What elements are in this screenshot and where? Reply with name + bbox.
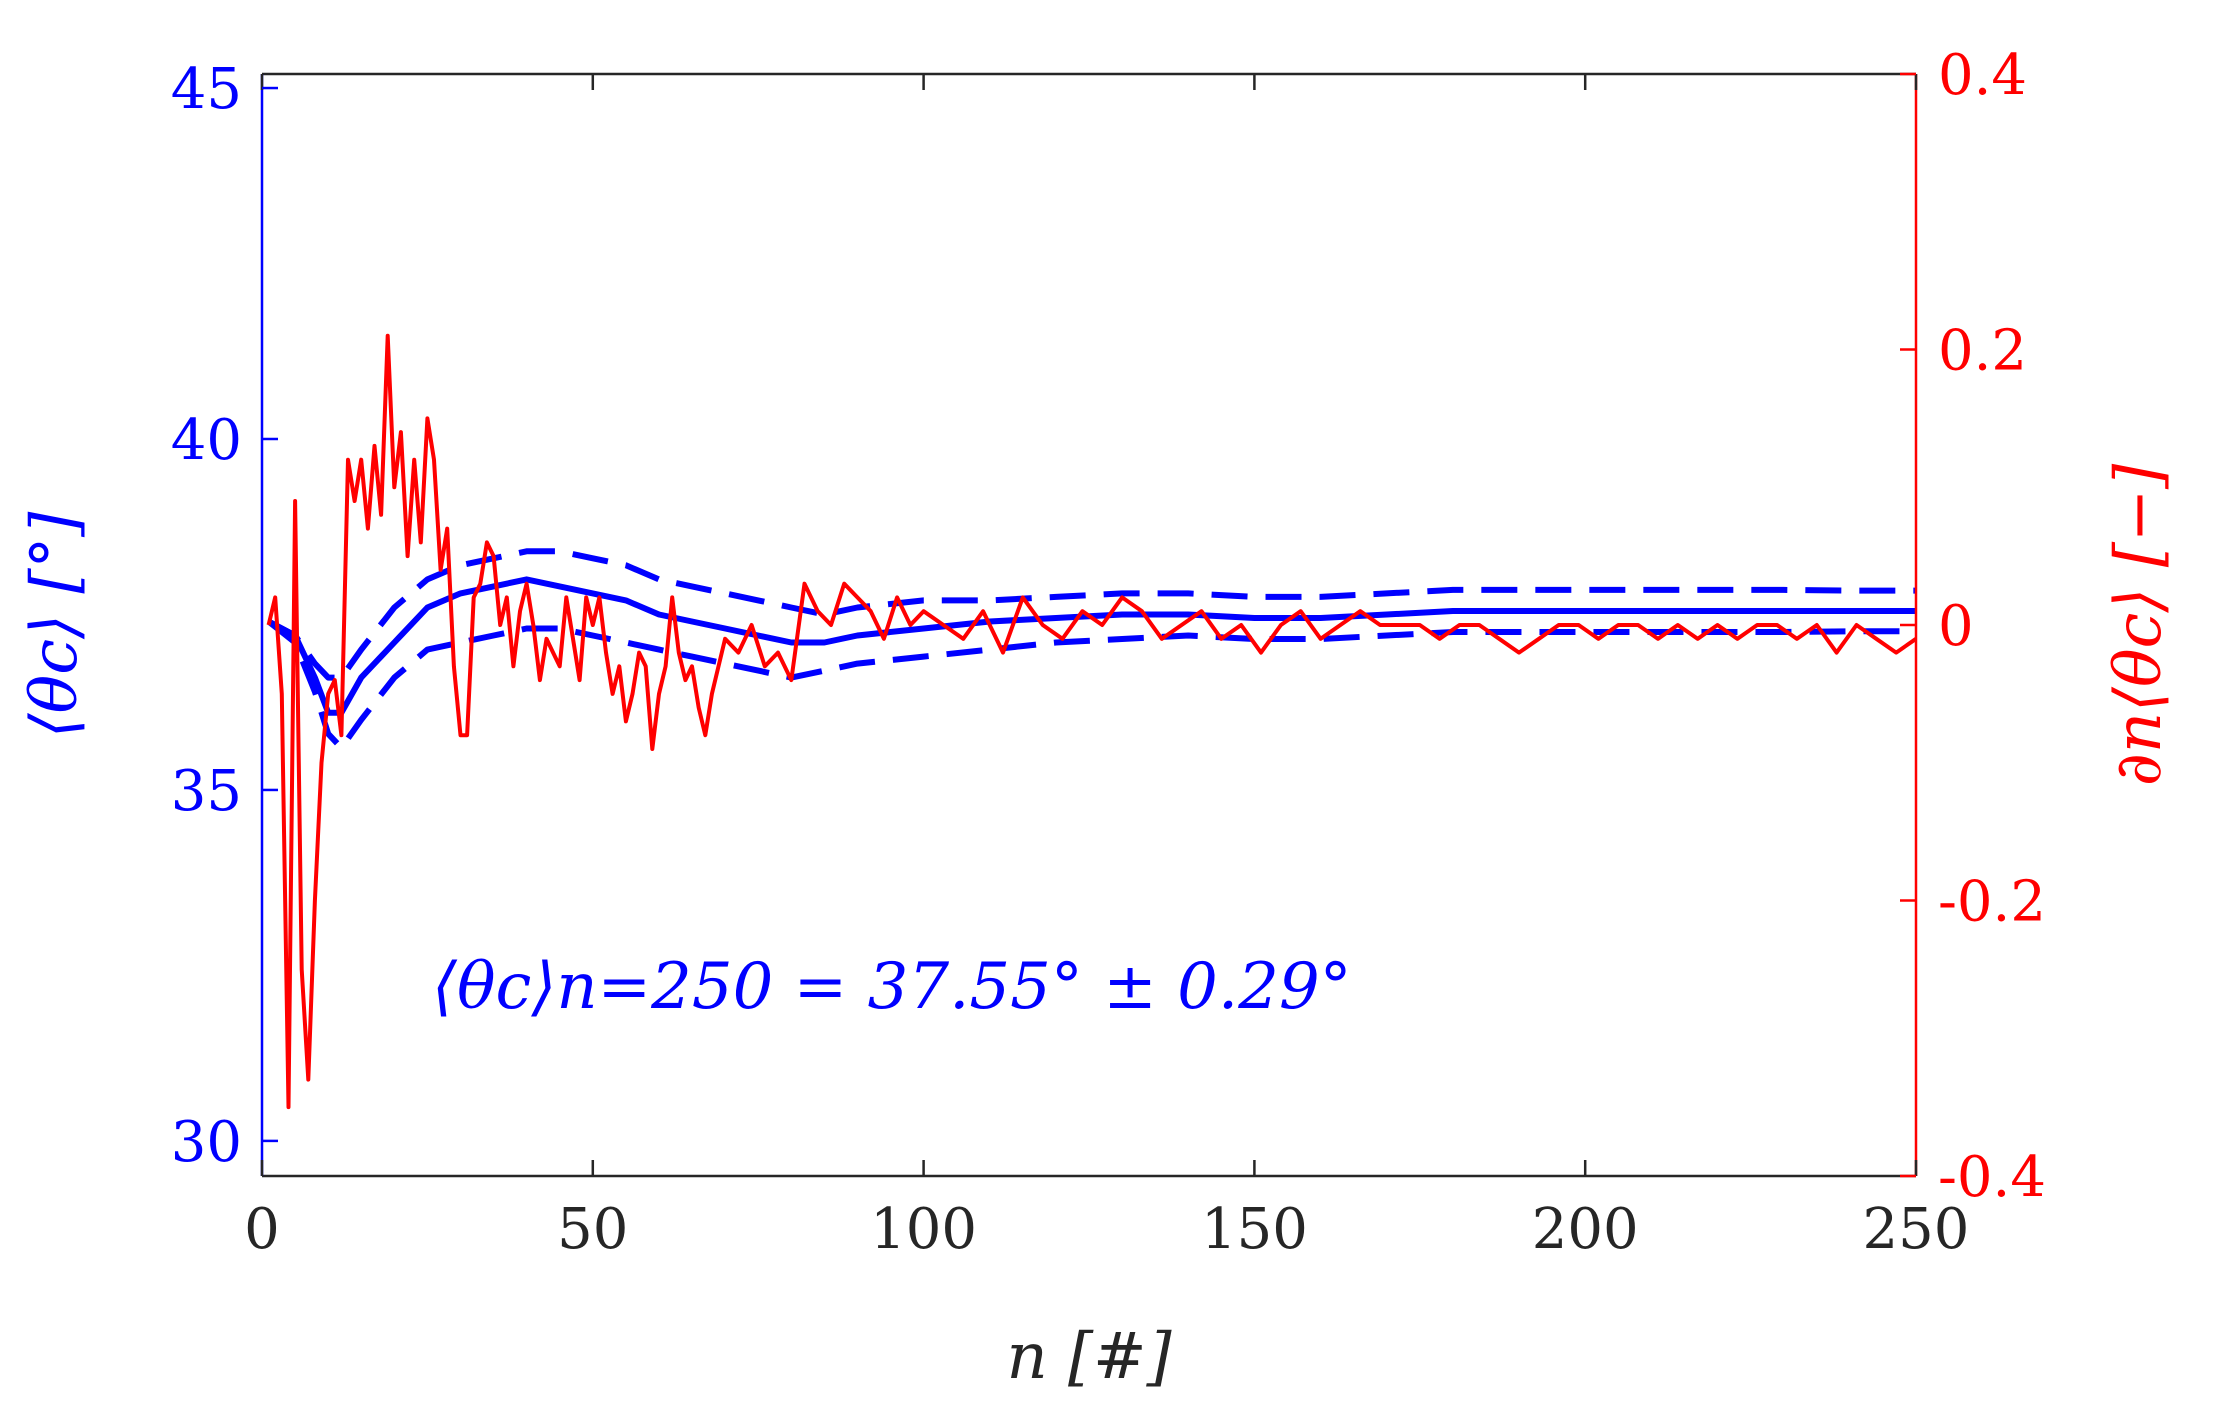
- right-y-tick-label: 0.4: [1938, 43, 2027, 108]
- series-layer: [266, 333, 1918, 1110]
- x-tick-label: 200: [1532, 1197, 1639, 1262]
- right-y-tick-label: -0.4: [1938, 1145, 2046, 1210]
- right-y-tick-label: 0: [1938, 594, 1974, 659]
- x-tick-label: 150: [1201, 1197, 1308, 1262]
- series-derivative-line: [266, 333, 1918, 1110]
- mean-annotation: ⟨θc⟩n=250 = 37.55° ± 0.29°: [432, 950, 1352, 1024]
- left-y-axis-title: ⟨θc⟩ [°]: [18, 511, 92, 739]
- left-y-tick-label: 45: [171, 57, 242, 122]
- series-upper-bound-line: [267, 548, 1916, 681]
- left-y-tick-label: 40: [171, 408, 242, 473]
- right-y-tick-label: 0.2: [1938, 319, 2027, 384]
- right-y-axis-title: ∂n⟨θc⟩ [−]: [2102, 463, 2176, 787]
- axes-layer: 0 50 100 150 200 250 30 35 40 45 -0.4 -0.2 0 0.2 0.4: [171, 43, 2046, 1262]
- x-tick-label: 250: [1863, 1197, 1970, 1262]
- left-y-tick-label: 30: [171, 1110, 242, 1175]
- series-mean-line: [267, 576, 1916, 716]
- right-y-tick-label: -0.2: [1938, 870, 2046, 935]
- x-tick-label: 50: [557, 1197, 628, 1262]
- x-tick-label: 0: [244, 1197, 280, 1262]
- x-tick-label: 100: [870, 1197, 977, 1262]
- x-axis-title: n [#]: [1006, 1320, 1172, 1394]
- left-y-tick-label: 35: [171, 759, 242, 824]
